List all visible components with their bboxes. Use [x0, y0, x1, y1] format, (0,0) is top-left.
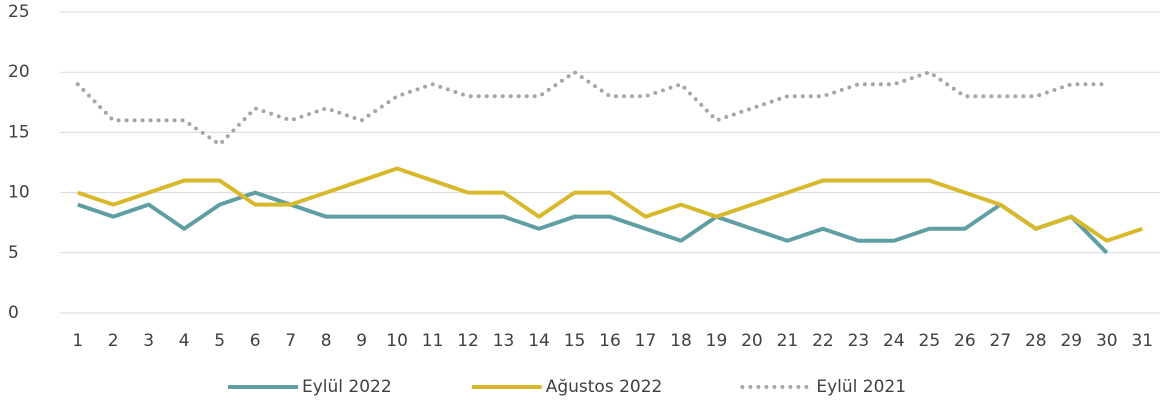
y-tick-label: 10	[8, 183, 30, 203]
x-tick-label: 9	[356, 331, 367, 351]
x-tick-label: 20	[741, 331, 763, 351]
legend-label: Eylül 2022	[302, 377, 392, 397]
x-tick-label: 19	[706, 331, 728, 351]
x-tick-label: 22	[812, 331, 834, 351]
x-tick-label: 7	[285, 331, 296, 351]
x-tick-label: 11	[422, 331, 444, 351]
x-tick-label: 15	[564, 331, 586, 351]
x-tick-label: 23	[848, 331, 870, 351]
x-tick-label: 10	[386, 331, 408, 351]
x-tick-label: 27	[990, 331, 1012, 351]
x-tick-label: 6	[250, 331, 261, 351]
x-tick-label: 29	[1060, 331, 1082, 351]
x-tick-label: 28	[1025, 331, 1047, 351]
x-tick-label: 31	[1131, 331, 1153, 351]
y-tick-label: 5	[8, 243, 19, 263]
x-tick-label: 12	[457, 331, 479, 351]
x-tick-label: 21	[777, 331, 799, 351]
legend-label: Ağustos 2022	[546, 377, 663, 397]
x-tick-label: 17	[635, 331, 657, 351]
x-tick-label: 1	[72, 331, 83, 351]
x-tick-label: 16	[599, 331, 621, 351]
x-tick-label: 2	[108, 331, 119, 351]
x-tick-label: 13	[493, 331, 515, 351]
x-tick-label: 25	[919, 331, 941, 351]
x-tick-label: 30	[1096, 331, 1118, 351]
x-tick-label: 24	[883, 331, 905, 351]
x-tick-label: 8	[321, 331, 332, 351]
series-line	[77, 190, 1109, 255]
x-tick-label: 3	[143, 331, 154, 351]
x-tick-label: 5	[214, 331, 225, 351]
y-tick-label: 20	[8, 62, 30, 82]
legend-label: Eylül 2021	[816, 377, 906, 397]
series-line	[75, 70, 1109, 147]
x-tick-label: 4	[179, 331, 190, 351]
y-tick-label: 25	[8, 2, 30, 22]
x-tick-label: 18	[670, 331, 692, 351]
y-tick-label: 0	[8, 303, 19, 323]
x-tick-label: 26	[954, 331, 976, 351]
series-line	[77, 166, 1143, 243]
y-tick-label: 15	[8, 122, 30, 142]
x-tick-label: 14	[528, 331, 550, 351]
